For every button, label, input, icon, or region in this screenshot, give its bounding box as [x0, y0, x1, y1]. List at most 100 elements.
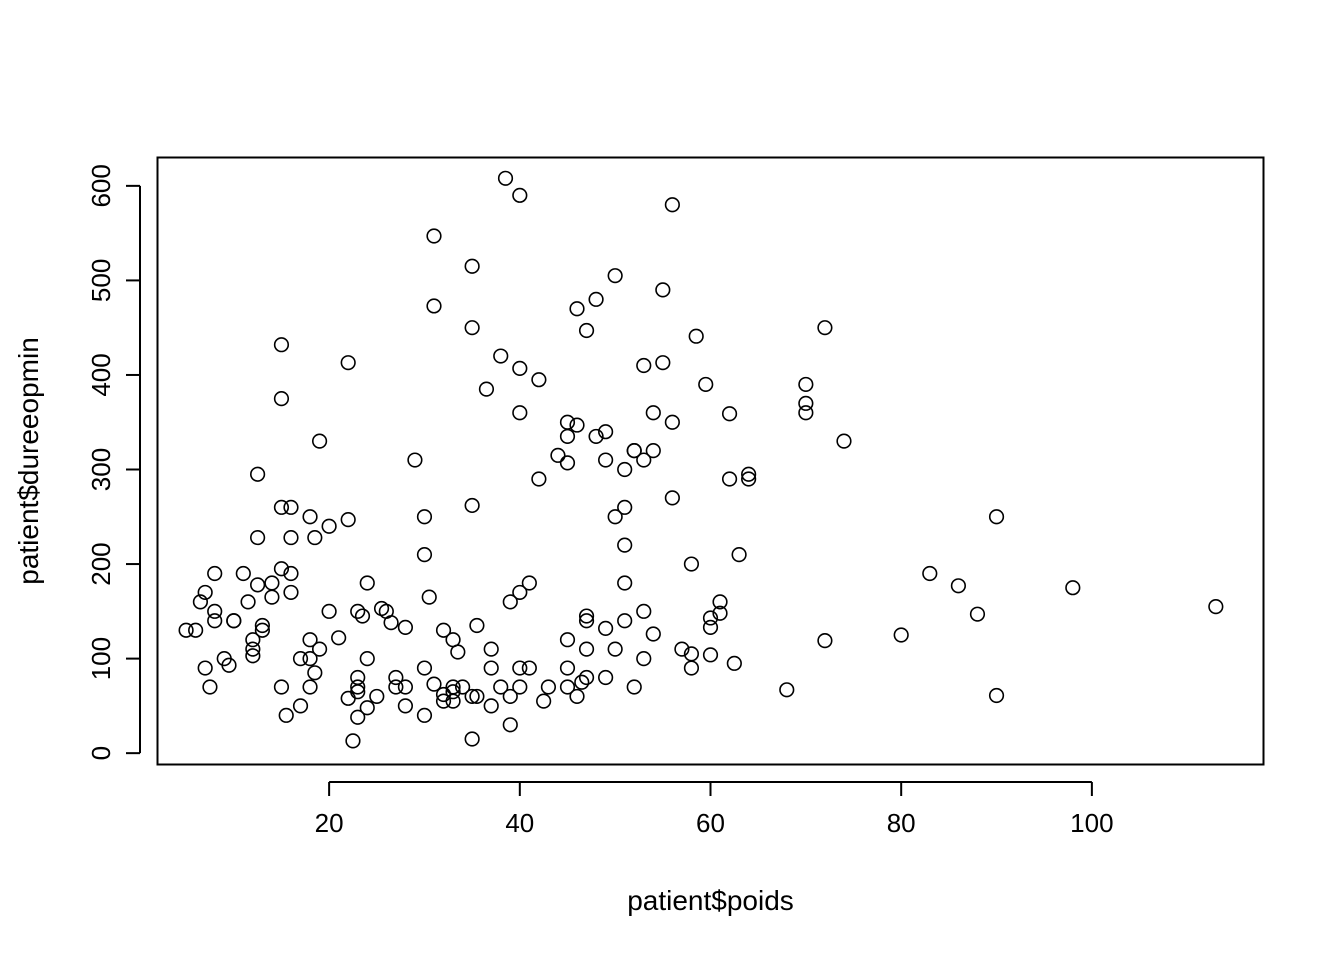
data-point — [683, 556, 700, 572]
data-point — [311, 433, 328, 449]
data-point — [574, 674, 590, 690]
data-point — [798, 395, 814, 411]
data-point — [512, 660, 528, 676]
data-point — [435, 693, 452, 709]
y-tick-label: 400 — [86, 353, 116, 396]
data-point — [536, 693, 552, 709]
data-point — [521, 660, 537, 676]
data-point — [702, 619, 719, 636]
data-point — [483, 698, 499, 714]
data-point — [254, 622, 270, 638]
data-point — [817, 320, 833, 336]
data-point — [388, 669, 404, 686]
data-point — [636, 452, 652, 468]
data-point — [779, 682, 795, 698]
data-point — [302, 509, 318, 525]
x-tick-label: 60 — [696, 808, 725, 838]
data-point — [521, 575, 537, 591]
data-point — [416, 660, 433, 676]
data-point — [350, 603, 366, 619]
data-point — [283, 584, 299, 601]
y-axis: 0 100 200 300 400 500 600 — [86, 164, 141, 760]
data-point — [655, 282, 671, 298]
data-point — [559, 632, 576, 648]
data-point — [893, 627, 909, 643]
data-point — [450, 644, 466, 660]
data-point — [559, 455, 576, 471]
data-point — [464, 497, 480, 514]
data-point — [226, 613, 242, 629]
data-point — [731, 547, 747, 563]
data-point — [531, 372, 547, 388]
data-point — [607, 641, 623, 657]
data-point — [283, 529, 299, 546]
data-point — [664, 414, 680, 430]
data-point — [273, 679, 290, 695]
data-point — [578, 322, 595, 339]
data-point — [311, 641, 328, 657]
data-point — [702, 610, 719, 626]
data-point — [531, 471, 547, 487]
data-point — [254, 617, 270, 634]
data-point — [636, 357, 652, 374]
data-point — [497, 170, 514, 186]
data-point — [512, 679, 528, 695]
data-point — [426, 298, 442, 314]
data-point — [502, 594, 518, 610]
data-point — [559, 679, 576, 695]
data-point — [421, 589, 437, 605]
data-point — [712, 605, 728, 621]
data-point — [250, 577, 266, 593]
data-point — [207, 565, 223, 582]
data-point — [817, 633, 833, 649]
data-point — [1065, 580, 1081, 596]
data-point — [512, 584, 528, 601]
data-point — [922, 565, 938, 582]
data-point — [264, 589, 280, 605]
data-point — [354, 608, 371, 624]
data-point — [202, 679, 218, 695]
y-tick-label: 600 — [86, 164, 116, 207]
data-point — [988, 687, 1005, 704]
data-point — [836, 433, 852, 449]
data-point — [512, 360, 528, 376]
data-point — [569, 688, 585, 705]
data-point — [798, 405, 814, 421]
x-tick-label: 100 — [1070, 808, 1113, 838]
x-tick-label: 80 — [887, 808, 916, 838]
data-point — [292, 698, 309, 714]
data-point — [359, 575, 375, 591]
data-point — [464, 688, 480, 705]
data-point — [645, 442, 661, 459]
data-point — [726, 655, 742, 671]
data-point — [340, 355, 356, 371]
data-point — [188, 622, 204, 638]
data-point — [416, 509, 433, 525]
data-point — [197, 584, 213, 601]
data-point — [245, 632, 261, 648]
y-tick-label: 300 — [86, 448, 116, 491]
x-tick-label: 20 — [315, 808, 344, 838]
data-point — [588, 291, 604, 307]
data-point — [321, 603, 337, 619]
data-point — [721, 406, 738, 422]
data-point — [578, 669, 595, 686]
data-point — [426, 676, 442, 692]
data-point — [617, 575, 633, 591]
data-point — [578, 641, 595, 657]
data-point — [698, 376, 714, 393]
data-point — [307, 665, 323, 681]
data-point — [617, 461, 633, 478]
data-point — [283, 565, 299, 582]
data-point — [464, 320, 480, 336]
data-point — [245, 641, 261, 657]
data-point — [598, 424, 614, 440]
data-point — [721, 471, 738, 487]
data-point — [626, 679, 642, 695]
data-point — [636, 603, 652, 619]
data-point — [302, 651, 318, 667]
data-point — [250, 529, 266, 546]
data-point — [712, 594, 728, 610]
data-point — [345, 733, 361, 749]
data-point — [340, 690, 356, 706]
